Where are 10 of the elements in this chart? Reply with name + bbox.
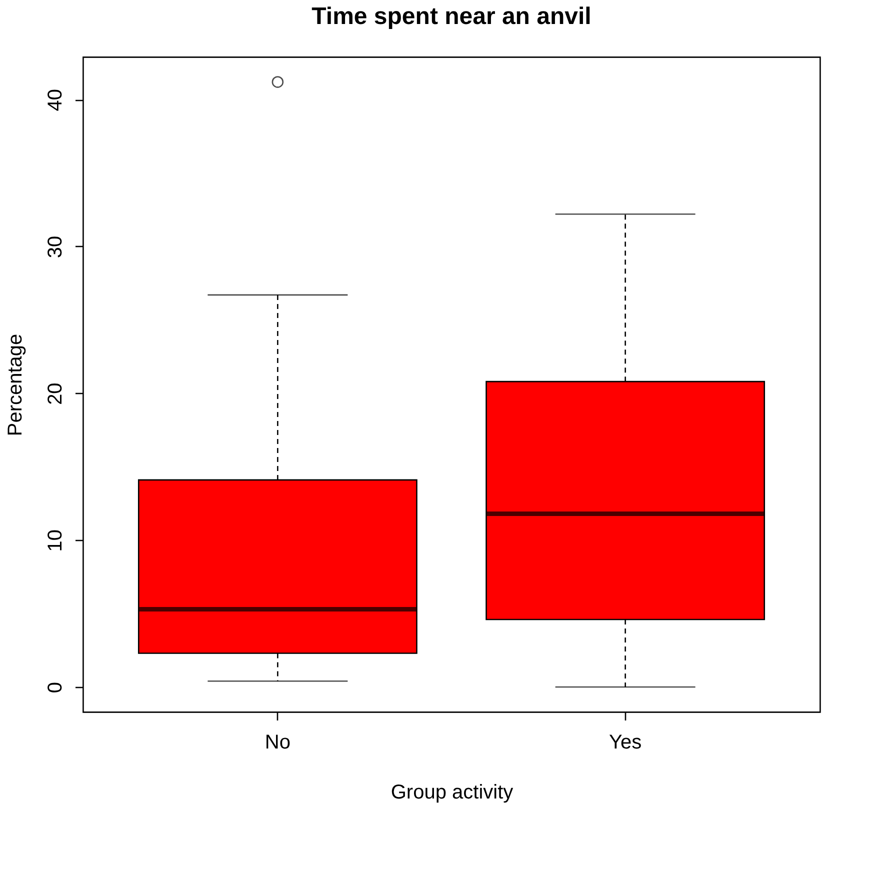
x-tick-label: No (264, 732, 290, 754)
y-tick-label: 0 (44, 682, 66, 694)
y-tick-label: 10 (44, 530, 66, 552)
y-tick-label: 20 (44, 382, 66, 405)
y-tick-label: 30 (44, 236, 66, 258)
x-axis-title: Group activity (390, 782, 514, 804)
chart-title: Time spent near an anvil (312, 3, 592, 30)
x-tick-label: Yes (609, 732, 642, 754)
y-tick-label: 40 (44, 88, 66, 112)
y-axis-title: Percentage (4, 334, 26, 436)
